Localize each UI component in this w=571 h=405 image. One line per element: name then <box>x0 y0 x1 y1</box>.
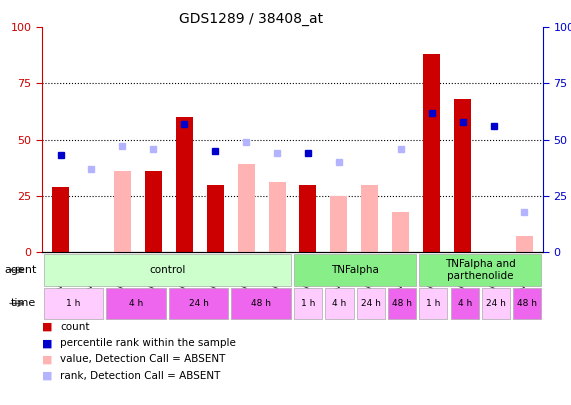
Bar <box>294 254 416 286</box>
Text: TNFalpha: TNFalpha <box>331 265 379 275</box>
Text: time: time <box>11 298 37 309</box>
Text: ■: ■ <box>42 371 53 381</box>
Text: 48 h: 48 h <box>392 299 412 308</box>
Bar <box>331 196 347 252</box>
Bar <box>52 187 69 252</box>
Bar <box>419 254 541 286</box>
Text: 4 h: 4 h <box>332 299 347 308</box>
Text: rank, Detection Call = ABSENT: rank, Detection Call = ABSENT <box>61 371 220 381</box>
Text: control: control <box>149 265 186 275</box>
Bar <box>238 164 255 252</box>
Text: 4 h: 4 h <box>129 299 143 308</box>
Text: GDS1289 / 38408_at: GDS1289 / 38408_at <box>179 12 323 26</box>
Bar <box>423 54 440 252</box>
Text: 48 h: 48 h <box>251 299 271 308</box>
Bar <box>388 288 416 319</box>
Text: 1 h: 1 h <box>426 299 441 308</box>
Bar <box>357 288 385 319</box>
Bar <box>145 171 162 252</box>
Text: 1 h: 1 h <box>66 299 81 308</box>
Bar <box>43 254 291 286</box>
Bar <box>516 236 533 252</box>
Text: count: count <box>61 322 90 332</box>
Bar <box>43 288 103 319</box>
Bar <box>106 288 166 319</box>
Text: TNFalpha and
parthenolide: TNFalpha and parthenolide <box>445 259 516 281</box>
Text: 4 h: 4 h <box>457 299 472 308</box>
Text: agent: agent <box>4 265 37 275</box>
Text: ■: ■ <box>42 322 53 332</box>
Text: 48 h: 48 h <box>517 299 537 308</box>
Text: 24 h: 24 h <box>361 299 381 308</box>
Bar <box>169 288 228 319</box>
Text: value, Detection Call = ABSENT: value, Detection Call = ABSENT <box>61 354 226 364</box>
Bar <box>299 185 316 252</box>
Bar <box>419 288 448 319</box>
Text: ■: ■ <box>42 338 53 348</box>
Bar <box>392 211 409 252</box>
Text: 1 h: 1 h <box>301 299 315 308</box>
Text: percentile rank within the sample: percentile rank within the sample <box>61 338 236 348</box>
Bar <box>176 117 193 252</box>
Bar <box>325 288 353 319</box>
Text: 24 h: 24 h <box>486 299 506 308</box>
Bar <box>114 171 131 252</box>
Bar <box>294 288 322 319</box>
Bar <box>231 288 291 319</box>
Bar <box>451 288 479 319</box>
Bar <box>454 99 471 252</box>
Text: ■: ■ <box>42 354 53 364</box>
Bar <box>513 288 541 319</box>
Bar <box>361 185 379 252</box>
Bar <box>482 288 510 319</box>
Text: 24 h: 24 h <box>188 299 208 308</box>
Bar <box>207 185 224 252</box>
Bar <box>268 182 286 252</box>
